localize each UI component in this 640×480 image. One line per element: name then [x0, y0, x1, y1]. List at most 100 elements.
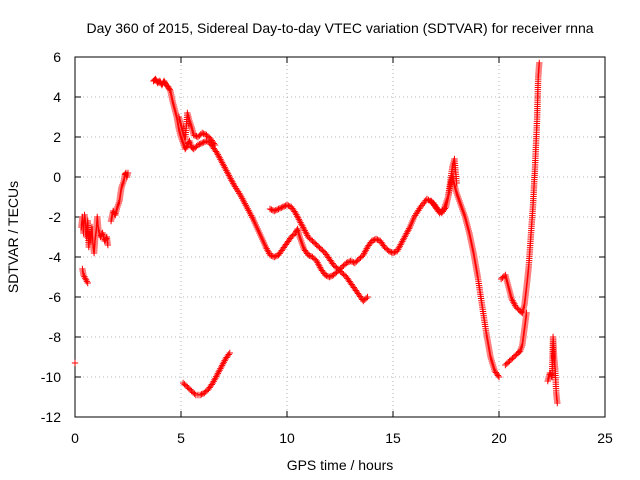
data-point	[182, 145, 189, 153]
data-point	[340, 262, 347, 269]
data-point	[386, 248, 394, 255]
data-point	[161, 79, 168, 86]
data-point	[225, 351, 232, 358]
data-point	[362, 295, 370, 302]
data-point	[271, 253, 278, 261]
data-point	[309, 237, 316, 245]
data-point	[354, 257, 361, 264]
data-point	[152, 75, 159, 83]
data-point	[273, 206, 281, 213]
data-point	[104, 241, 112, 249]
x-tick-labels: 0 5 10 15 20 25	[71, 430, 613, 446]
data-point	[331, 263, 339, 270]
series-seg-8	[427, 155, 460, 217]
series-seg-7	[266, 201, 371, 305]
y-tick-label: 0	[53, 169, 61, 185]
data-point	[271, 207, 278, 215]
data-point	[268, 252, 275, 259]
data-point	[283, 201, 291, 209]
data-points	[71, 59, 561, 407]
data-point	[523, 309, 530, 317]
data-point	[196, 141, 203, 148]
series-seg-9	[497, 59, 543, 317]
data-point	[499, 274, 506, 281]
data-point	[211, 141, 219, 149]
data-point	[181, 381, 188, 388]
data-point	[319, 247, 326, 254]
data-point	[226, 349, 233, 357]
series-seg-10	[502, 309, 530, 369]
y-tick-labels: -12 -10 -8 -6 -4 -2 0 2 4 6	[41, 49, 61, 425]
data-point	[266, 251, 274, 259]
data-point	[536, 59, 543, 67]
data-point	[201, 389, 208, 397]
data-point	[509, 355, 516, 362]
data-point	[307, 236, 315, 243]
x-tick-label: 10	[279, 430, 295, 446]
data-point	[437, 208, 445, 215]
data-point	[504, 359, 512, 366]
data-point	[330, 271, 337, 279]
data-point	[514, 305, 521, 312]
data-point	[182, 382, 190, 389]
data-point	[313, 241, 320, 249]
data-point	[199, 139, 206, 147]
data-point	[194, 141, 202, 149]
data-point	[338, 263, 346, 271]
data-point	[344, 259, 351, 266]
data-point	[494, 372, 502, 379]
y-tick-label: -6	[49, 289, 62, 305]
x-axis-label: GPS time / hours	[287, 457, 394, 473]
series-seg-3	[107, 169, 132, 225]
data-point	[357, 254, 364, 261]
data-point	[547, 371, 554, 378]
data-point	[278, 204, 285, 211]
data-point	[512, 352, 519, 359]
data-point	[495, 373, 503, 381]
data-point	[370, 237, 377, 244]
data-point	[351, 259, 359, 267]
data-point	[199, 129, 206, 137]
data-point	[385, 247, 392, 255]
data-point	[330, 261, 337, 269]
series-seg-5	[175, 109, 219, 149]
data-point	[374, 236, 381, 243]
data-point	[389, 249, 397, 257]
data-point	[191, 390, 198, 397]
data-point	[266, 205, 274, 213]
data-point	[305, 251, 312, 259]
series-seg-2	[79, 265, 91, 287]
data-point	[306, 235, 313, 242]
data-point	[436, 209, 443, 217]
data-point	[512, 303, 520, 311]
data-point	[336, 267, 343, 274]
data-point	[165, 83, 172, 91]
data-point	[310, 255, 318, 262]
data-point	[186, 386, 194, 393]
data-point	[272, 207, 279, 214]
data-point	[314, 243, 322, 250]
data-point	[272, 253, 279, 260]
data-point	[340, 271, 347, 278]
x-tick-label: 20	[491, 430, 507, 446]
data-point	[285, 202, 292, 209]
plot-frame	[74, 56, 606, 418]
data-point	[364, 293, 371, 301]
data-point	[197, 140, 204, 147]
data-point	[71, 359, 79, 367]
data-point	[193, 133, 200, 140]
axis-ticks	[74, 56, 606, 418]
data-point	[453, 179, 460, 187]
data-point	[190, 145, 197, 153]
chart-title: Day 360 of 2015, Sidereal Day-to-day VTE…	[86, 20, 593, 36]
data-point	[196, 132, 203, 139]
data-point	[191, 144, 199, 151]
data-point	[334, 265, 342, 273]
y-tick-label: 4	[53, 89, 61, 105]
data-point	[554, 399, 561, 407]
data-point	[439, 207, 446, 214]
data-point	[268, 206, 275, 213]
x-tick-label: 5	[177, 430, 185, 446]
data-point	[280, 203, 288, 210]
data-point	[198, 391, 205, 398]
